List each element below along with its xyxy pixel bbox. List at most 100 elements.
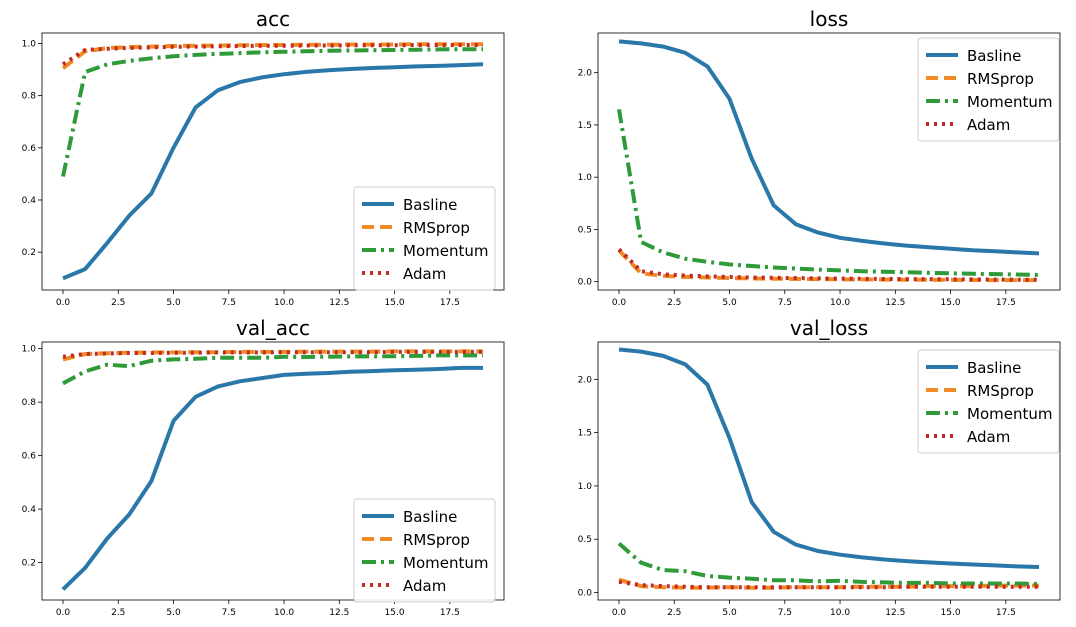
acc-ytick-label: 1.0 [22, 39, 37, 49]
val-loss-ytick-label: 1.5 [578, 429, 592, 439]
val-loss-xtick-label: 7.5 [778, 608, 792, 618]
val-acc-xtick-label: 15.0 [385, 608, 405, 618]
val-loss-xtick-label: 10.0 [830, 608, 850, 618]
acc-xtick-label: 0.0 [56, 298, 71, 308]
acc-ytick-label: 0.6 [22, 144, 37, 154]
loss-xtick-label: 5.0 [722, 298, 737, 308]
val-loss-ytick-label: 0.0 [578, 589, 593, 599]
val-acc-ytick-label: 0.4 [22, 505, 37, 515]
subplot-val-loss: val_loss 0.0 2.5 5.0 7.5 10.0 12.5 15.0 17.5 0.0 0… [578, 316, 1061, 618]
acc-series-group [61, 42, 484, 281]
loss-legend: Basline RMSprop Momentum Adam [917, 37, 1060, 142]
loss-xtick-label: 7.5 [778, 298, 792, 308]
acc-line-adam [61, 43, 483, 66]
loss-xtick-label: 12.5 [885, 298, 905, 308]
acc-legend-label-adam: Adam [403, 265, 446, 283]
loss-xtick-label: 15.0 [941, 298, 961, 308]
val-loss-legend-label-adam: Adam [967, 428, 1010, 446]
val-loss-line-basline [618, 347, 1040, 569]
loss-ytick-label: 0.0 [578, 278, 593, 288]
acc-legend-label-momentum: Momentum [403, 242, 488, 260]
val-acc-ytick-label: 0.6 [22, 452, 37, 462]
acc-axes-frame [41, 32, 505, 291]
loss-line-basline [618, 39, 1040, 256]
val-loss-legend-box [917, 349, 1060, 454]
val-acc-title: val_acc [236, 316, 310, 340]
acc-legend-box [353, 186, 496, 291]
acc-xtick-label: 15.0 [385, 298, 405, 308]
loss-xtick-label: 10.0 [830, 298, 850, 308]
acc-xtick-label: 7.5 [222, 298, 236, 308]
val-loss-legend-label-rmsprop: RMSprop [967, 382, 1034, 400]
loss-line-rmsprop [617, 248, 1040, 283]
val-acc-ytick-label: 1.0 [22, 345, 37, 355]
val-acc-xtick-label: 17.5 [440, 608, 460, 618]
val-acc-xtick-label: 0.0 [56, 608, 71, 618]
val-acc-xtick-label: 5.0 [166, 608, 181, 618]
acc-legend-label-basline: Basline [403, 196, 457, 214]
val-loss-title: val_loss [790, 316, 868, 340]
loss-legend-label-basline: Basline [967, 47, 1021, 65]
val-acc-xtick-label: 7.5 [222, 608, 236, 618]
val-loss-xtick-label: 5.0 [722, 608, 737, 618]
val-acc-axes-frame [41, 341, 505, 601]
val-loss-line-rmsprop [618, 577, 1039, 590]
acc-ytick-label: 0.8 [22, 92, 37, 102]
acc-ytick-label: 0.2 [22, 248, 36, 258]
loss-ytick-label: 1.0 [578, 173, 593, 183]
loss-series-group [617, 39, 1040, 283]
val-acc-xtick-label: 10.0 [274, 608, 294, 618]
val-acc-line-rmsprop [62, 349, 483, 362]
loss-legend-label-rmsprop: RMSprop [967, 70, 1034, 88]
val-acc-series-group [61, 349, 483, 591]
val-acc-legend: Basline RMSprop Momentum Adam [353, 498, 496, 603]
val-loss-axes-frame [597, 341, 1061, 601]
loss-ytick-label: 2.0 [578, 69, 593, 79]
val-loss-series-group [617, 347, 1040, 590]
val-loss-line-adam [618, 579, 1039, 590]
loss-ytick-label: 1.5 [578, 121, 592, 131]
val-loss-legend-label-momentum: Momentum [967, 405, 1052, 423]
val-acc-legend-label-momentum: Momentum [403, 554, 488, 572]
subplot-val-acc: val_acc 0.0 2.5 5.0 7.5 10.0 12.5 15.0 17.5 0.2 0.… [22, 316, 505, 618]
acc-legend-label-rmsprop: RMSprop [403, 219, 470, 237]
val-loss-xtick-label: 12.5 [885, 608, 905, 618]
val-loss-xtick-label: 15.0 [941, 608, 961, 618]
loss-xtick-label: 2.5 [667, 298, 681, 308]
loss-ytick-label: 0.5 [578, 225, 592, 235]
subplot-acc: acc 0.0 2.5 5.0 7.5 10.0 12.5 15.0 17.5 0.2 0.4 0.6… [22, 7, 505, 308]
loss-title: loss [810, 7, 849, 31]
acc-ytick-label: 0.4 [22, 196, 37, 206]
val-acc-legend-box [353, 498, 496, 603]
val-acc-legend-label-rmsprop: RMSprop [403, 531, 470, 549]
val-acc-ytick-label: 0.2 [22, 559, 36, 569]
val-acc-legend-label-basline: Basline [403, 508, 457, 526]
val-acc-xtick-label: 2.5 [111, 608, 125, 618]
loss-legend-label-adam: Adam [967, 116, 1010, 134]
val-loss-ytick-label: 0.5 [578, 535, 592, 545]
loss-axes-frame [597, 32, 1061, 291]
val-acc-line-momentum [62, 353, 483, 386]
loss-legend-box [917, 37, 1060, 142]
acc-xtick-label: 5.0 [166, 298, 181, 308]
loss-xtick-label: 0.0 [612, 298, 627, 308]
acc-title: acc [256, 7, 290, 31]
subplot-loss: loss 0.0 2.5 5.0 7.5 10.0 12.5 15.0 17.5 0.0 0.5 1.… [578, 7, 1061, 308]
val-loss-ytick-label: 1.0 [578, 482, 593, 492]
acc-legend: Basline RMSprop Momentum Adam [353, 186, 496, 291]
val-loss-line-momentum [617, 541, 1040, 586]
val-acc-ytick-label: 0.8 [22, 398, 37, 408]
acc-xtick-label: 17.5 [440, 298, 460, 308]
val-loss-legend-label-basline: Basline [967, 359, 1021, 377]
val-loss-xtick-label: 0.0 [612, 608, 627, 618]
val-acc-xtick-label: 12.5 [329, 608, 349, 618]
val-acc-line-adam [62, 349, 483, 359]
loss-legend-label-momentum: Momentum [967, 93, 1052, 111]
val-loss-xtick-label: 2.5 [667, 608, 681, 618]
val-loss-ytick-label: 2.0 [578, 375, 593, 385]
acc-xtick-label: 2.5 [111, 298, 125, 308]
loss-xtick-label: 17.5 [996, 298, 1016, 308]
acc-xtick-label: 10.0 [274, 298, 294, 308]
acc-line-momentum [61, 47, 483, 177]
